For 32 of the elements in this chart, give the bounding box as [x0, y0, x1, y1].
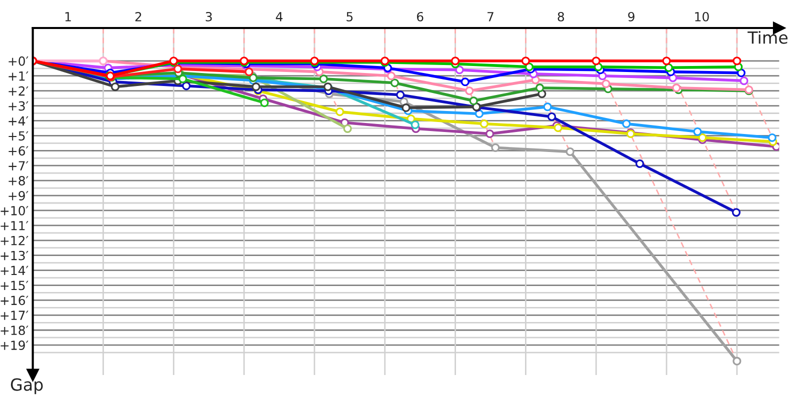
y-tick-label: +8′ — [8, 176, 28, 186]
y-tick-label: +6′ — [8, 146, 28, 156]
x-tick-label: 8 — [558, 12, 564, 22]
x-tick-label: 6 — [416, 12, 424, 22]
y-tick-label: +17′ — [0, 310, 28, 320]
y-tick-label: +10′ — [0, 206, 28, 216]
y-tick-label: +13′ — [0, 250, 28, 260]
y-tick-label: +5′ — [8, 131, 28, 141]
x-tick-label: 4 — [276, 12, 283, 22]
x-tick-label: 2 — [135, 12, 142, 22]
x-tick-label: 3 — [206, 12, 212, 22]
y-tick-label: +18′ — [0, 326, 28, 336]
y-tick-label: +9′ — [8, 190, 28, 200]
x-tick-label: 9 — [628, 12, 634, 22]
x-tick-label: 7 — [488, 12, 494, 22]
x-tick-label: 5 — [346, 12, 353, 22]
y-tick-label: +0′ — [8, 56, 28, 66]
y-tick-label: +4′ — [8, 116, 28, 126]
y-tick-label: +11′ — [0, 221, 28, 230]
y-tick-label: +15′ — [0, 280, 28, 290]
y-tick-label: +1′ — [8, 72, 28, 81]
y-tick-label: +12′ — [0, 236, 28, 246]
y-tick-label: +14′ — [0, 266, 28, 276]
y-tick-label: +3′ — [8, 101, 28, 111]
y-tick-label: +2′ — [8, 86, 28, 96]
y-tick-label: +7′ — [8, 161, 28, 170]
x-tick-label: 10 — [695, 12, 709, 22]
y-axis-title: Gap — [10, 378, 43, 394]
x-tick-label: 1 — [65, 12, 71, 22]
y-tick-label: +19′ — [0, 340, 28, 350]
x-axis-title: Time — [748, 30, 788, 44]
y-tick-label: +16′ — [0, 296, 28, 306]
